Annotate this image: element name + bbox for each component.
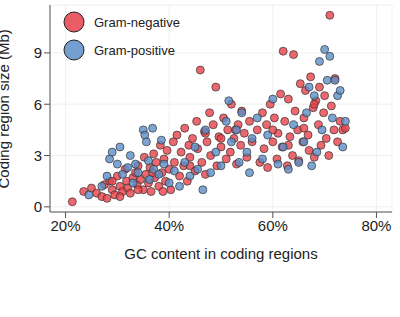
svg-text:40%: 40% [154, 217, 184, 234]
svg-text:Coding region size (Mb): Coding region size (Mb) [8, 29, 12, 188]
html-text:Gram-negative: Gram-negative [94, 14, 180, 30]
svg-text:80%: 80% [361, 217, 391, 234]
svg-text:6: 6 [34, 96, 42, 113]
svg-text:60%: 60% [258, 217, 288, 234]
svg-text:9: 9 [34, 44, 42, 61]
html-text:Gram-positive: Gram-positive [94, 42, 175, 58]
svg-text:GC content in coding regions: GC content in coding regions [124, 245, 317, 262]
svg-text:20%: 20% [51, 217, 81, 234]
svg-text:3: 3 [34, 147, 42, 164]
svg-text:0: 0 [34, 198, 42, 215]
